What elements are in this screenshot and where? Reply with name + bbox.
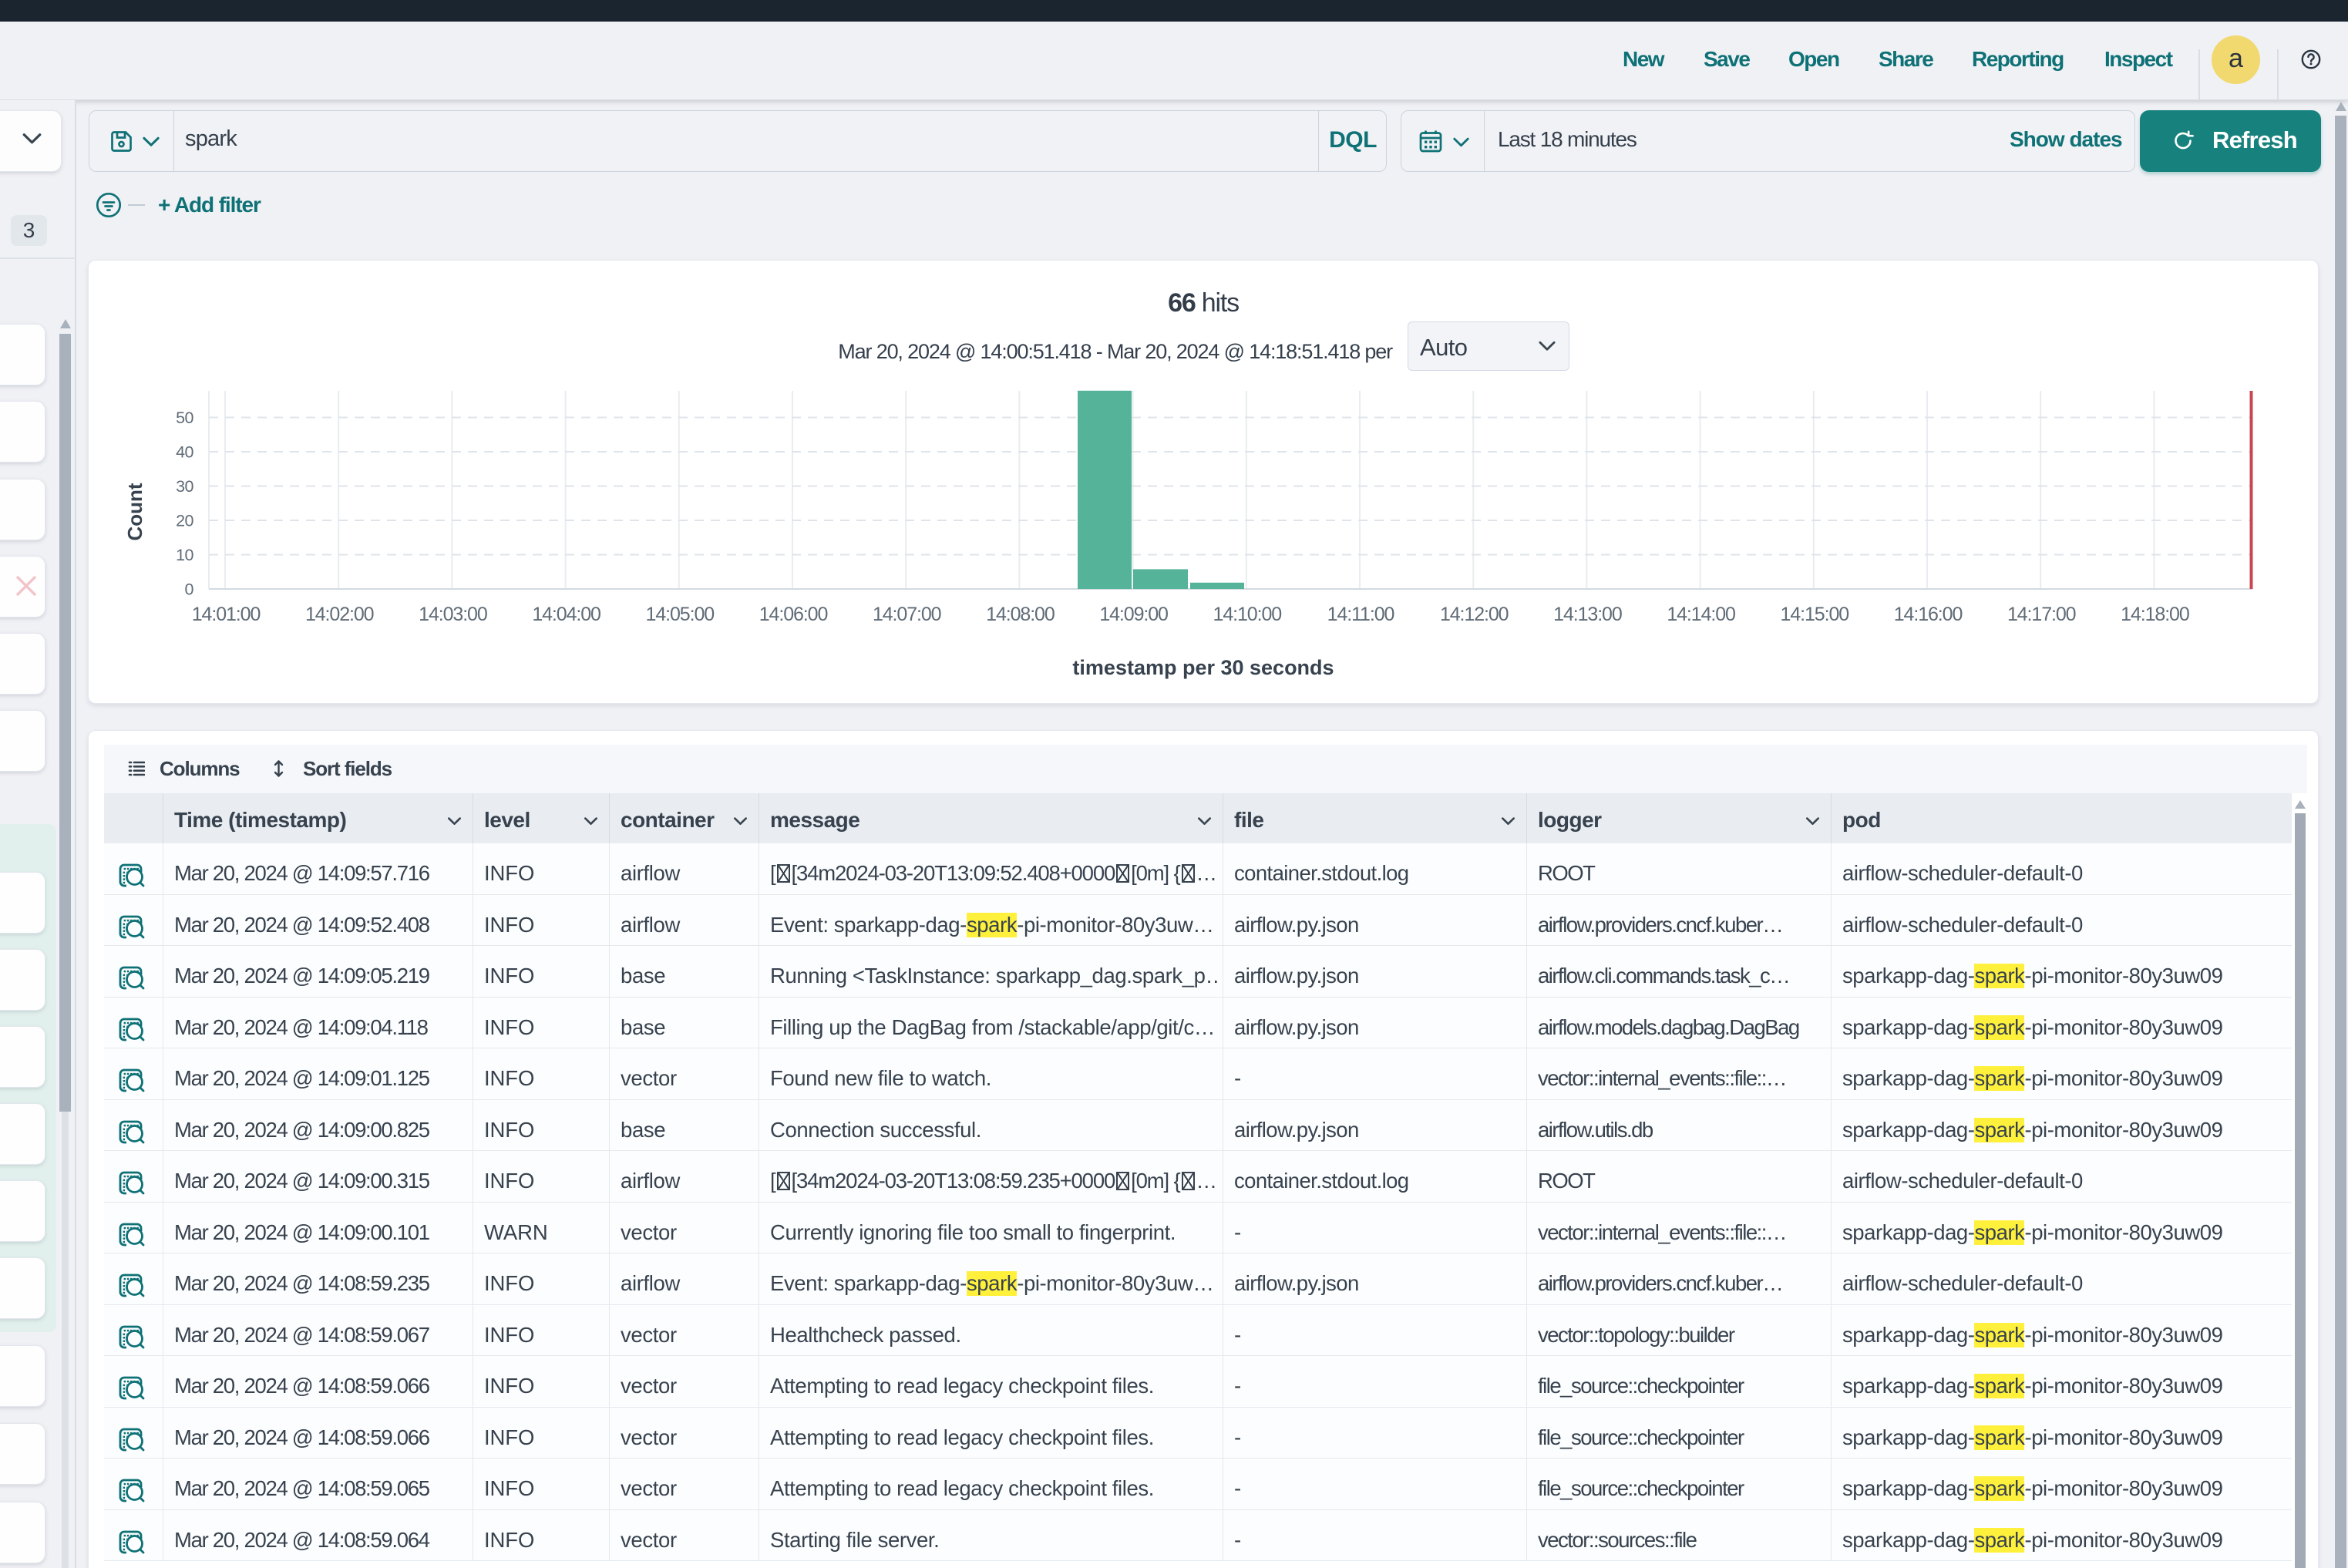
svg-text:Count: Count (123, 483, 146, 540)
svg-text:14:11:00: 14:11:00 (1327, 604, 1394, 625)
svg-text:0: 0 (185, 580, 194, 599)
svg-text:timestamp per 30 seconds: timestamp per 30 seconds (1072, 656, 1334, 679)
svg-text:14:06:00: 14:06:00 (759, 604, 828, 625)
svg-text:14:01:00: 14:01:00 (192, 604, 261, 625)
svg-text:14:05:00: 14:05:00 (646, 604, 715, 625)
svg-text:14:08:00: 14:08:00 (986, 604, 1055, 625)
svg-text:40: 40 (176, 443, 193, 462)
svg-text:50: 50 (176, 409, 193, 427)
svg-text:14:15:00: 14:15:00 (1781, 604, 1849, 625)
svg-text:14:03:00: 14:03:00 (419, 604, 487, 625)
svg-text:14:12:00: 14:12:00 (1440, 604, 1509, 625)
svg-text:14:10:00: 14:10:00 (1213, 604, 1282, 625)
svg-text:10: 10 (176, 546, 193, 564)
svg-text:14:14:00: 14:14:00 (1667, 604, 1735, 625)
svg-text:14:17:00: 14:17:00 (2007, 604, 2076, 625)
svg-text:14:13:00: 14:13:00 (1553, 604, 1622, 625)
svg-text:30: 30 (176, 477, 193, 496)
svg-text:20: 20 (176, 512, 193, 530)
svg-text:14:02:00: 14:02:00 (305, 604, 374, 625)
svg-text:14:09:00: 14:09:00 (1099, 604, 1168, 625)
svg-text:14:18:00: 14:18:00 (2121, 604, 2189, 625)
svg-text:14:07:00: 14:07:00 (873, 604, 941, 625)
svg-text:14:16:00: 14:16:00 (1894, 604, 1963, 625)
svg-text:14:04:00: 14:04:00 (532, 604, 600, 625)
